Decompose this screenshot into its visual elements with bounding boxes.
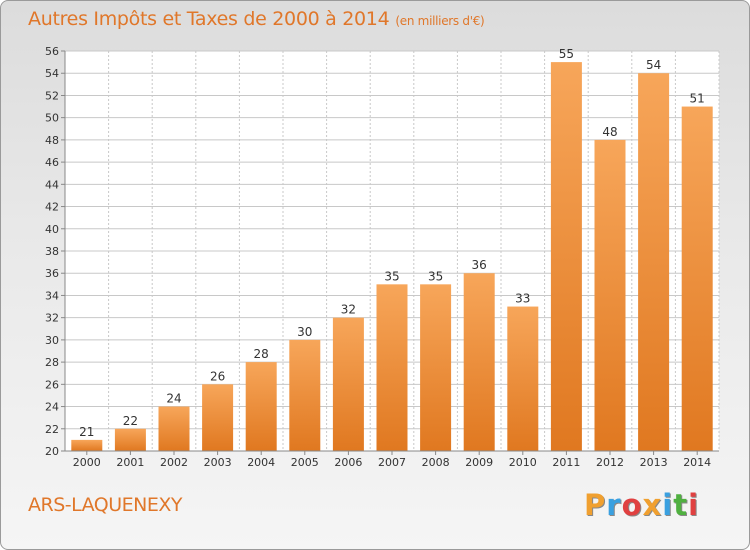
x-tick-label: 2004: [247, 456, 275, 469]
bar-value-label: 54: [646, 58, 661, 72]
x-tick-label: 2003: [204, 456, 232, 469]
bar: [681, 106, 713, 452]
y-tick-label: 42: [45, 201, 59, 214]
y-tick-label: 24: [45, 401, 59, 414]
x-tick-label: 2002: [160, 456, 188, 469]
bar: [71, 439, 103, 451]
x-tick-label: 2008: [422, 456, 450, 469]
y-tick-label: 36: [45, 267, 59, 280]
y-tick-label: 52: [45, 89, 59, 102]
bar-value-label: 28: [254, 347, 269, 361]
bar: [507, 306, 539, 451]
x-tick-label: 2006: [334, 456, 362, 469]
y-tick-label: 20: [45, 445, 59, 458]
y-tick-label: 56: [45, 45, 59, 58]
y-tick-label: 54: [45, 67, 59, 80]
axes: [61, 50, 719, 455]
bar: [289, 339, 321, 451]
logo-letter: o: [621, 488, 643, 522]
y-tick-label: 44: [45, 178, 59, 191]
bar-value-label: 32: [341, 303, 356, 317]
x-tick-label: 2007: [378, 456, 406, 469]
x-tick-label: 2001: [116, 456, 144, 469]
x-tick-label: 2012: [596, 456, 624, 469]
bar: [463, 273, 495, 451]
y-tick-label: 22: [45, 423, 59, 436]
bar-value-label: 33: [515, 292, 530, 306]
y-tick-label: 40: [45, 223, 59, 236]
y-tick-label: 50: [45, 112, 59, 125]
y-tick-label: 38: [45, 245, 59, 258]
bar: [376, 284, 408, 451]
bar: [114, 428, 146, 451]
chart-unit-label: (en milliers d'€): [395, 14, 485, 28]
logo-letter: t: [673, 488, 689, 522]
bar-value-label: 24: [166, 392, 181, 406]
y-tick-label: 28: [45, 356, 59, 369]
bar-value-label: 36: [472, 258, 487, 272]
bar-value-label: 51: [690, 92, 705, 106]
x-tick-label: 2014: [683, 456, 711, 469]
x-tick-label: 2000: [73, 456, 101, 469]
bar-value-label: 35: [428, 269, 443, 283]
bar-value-label: 48: [602, 125, 617, 139]
bar-value-label: 35: [384, 269, 399, 283]
y-tick-label: 30: [45, 334, 59, 347]
y-tick-label: 48: [45, 134, 59, 147]
chart-title-text: Autres Impôts et Taxes de 2000 à 2014: [28, 8, 390, 30]
y-tick-label: 46: [45, 156, 59, 169]
logo-letter: i: [688, 488, 700, 522]
x-tick-label: 2005: [291, 456, 319, 469]
x-tick-label: 2013: [640, 456, 668, 469]
bar-value-label: 21: [79, 425, 94, 439]
bar: [550, 62, 582, 451]
bar-value-label: 22: [123, 414, 138, 428]
bar: [420, 284, 452, 451]
bar: [638, 73, 670, 451]
bar-value-label: 30: [297, 325, 312, 339]
bar: [594, 139, 626, 451]
logo-letter: r: [606, 488, 622, 522]
y-tick-label: 26: [45, 378, 59, 391]
commune-name: ARS-LAQUENEXY: [28, 494, 183, 516]
logo-letter: x: [642, 488, 663, 522]
x-tick-label: 2011: [552, 456, 580, 469]
labels: 20 22 24 26 28 30 32 34 36 38 40 42 44 46 48 50 52 54 56 21…: [45, 45, 711, 469]
logo-letter: P: [584, 488, 607, 522]
bar: [245, 362, 277, 451]
y-tick-label: 34: [45, 289, 59, 302]
bar-value-label: 55: [559, 47, 574, 61]
x-tick-label: 2010: [509, 456, 537, 469]
y-tick-label: 32: [45, 312, 59, 325]
chart-title: Autres Impôts et Taxes de 2000 à 2014 (en…: [28, 8, 485, 30]
proxiti-logo: Proxiti: [584, 488, 699, 522]
bar: [202, 384, 234, 451]
bar: [332, 317, 364, 451]
x-tick-label: 2009: [465, 456, 493, 469]
bars: [71, 62, 713, 452]
bar-value-label: 26: [210, 369, 225, 383]
logo-letter: i: [662, 488, 674, 522]
bar: [158, 406, 190, 451]
